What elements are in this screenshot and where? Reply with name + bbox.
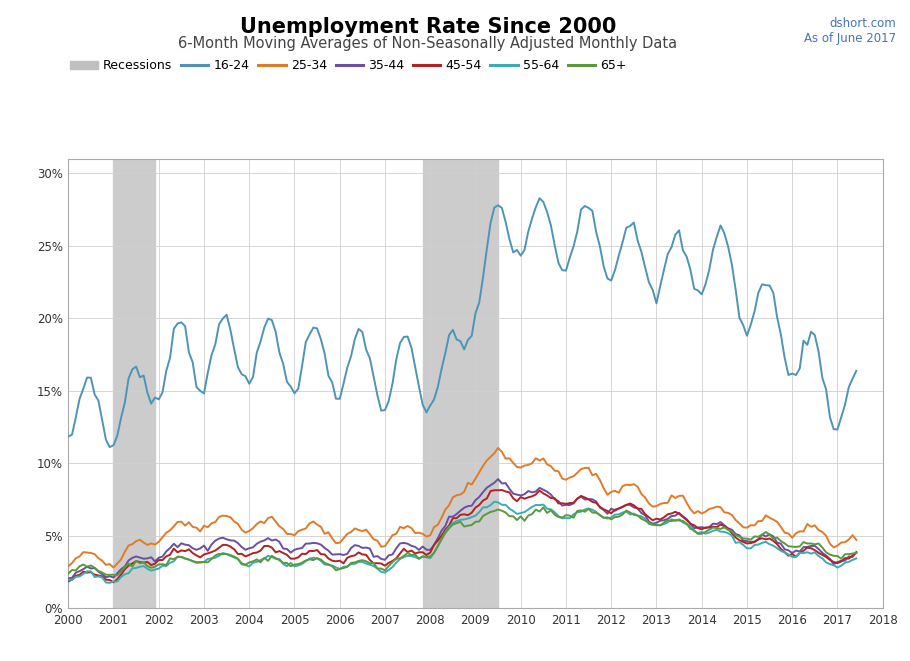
Bar [114, 159, 155, 608]
Text: 6-Month Moving Averages of Non-Seasonally Adjusted Monthly Data: 6-Month Moving Averages of Non-Seasonall… [178, 36, 677, 52]
Text: As of June 2017: As of June 2017 [804, 32, 896, 45]
Bar [422, 159, 498, 608]
Text: dshort.com: dshort.com [830, 17, 896, 30]
Legend: Recessions, 16-24, 25-34, 35-44, 45-54, 55-64, 65+: Recessions, 16-24, 25-34, 35-44, 45-54, … [70, 59, 627, 72]
Text: Unemployment Rate Since 2000: Unemployment Rate Since 2000 [239, 17, 616, 36]
